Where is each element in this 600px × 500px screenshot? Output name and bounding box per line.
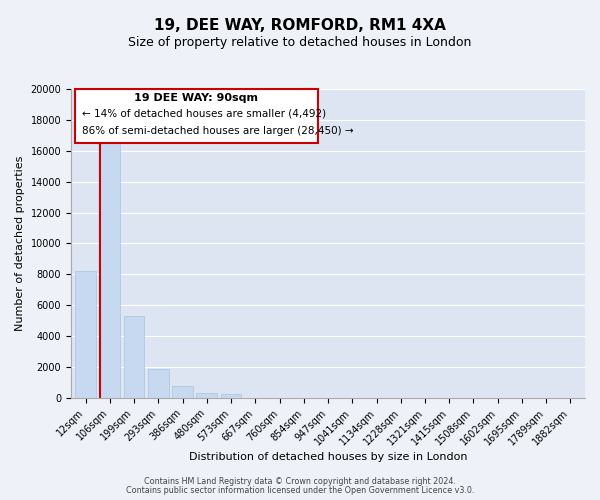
Bar	[148, 370, 169, 398]
Bar	[172, 386, 193, 398]
Text: 19 DEE WAY: 90sqm: 19 DEE WAY: 90sqm	[134, 94, 259, 104]
Bar	[221, 394, 241, 398]
Bar	[196, 394, 217, 398]
Text: 19, DEE WAY, ROMFORD, RM1 4XA: 19, DEE WAY, ROMFORD, RM1 4XA	[154, 18, 446, 32]
Text: ← 14% of detached houses are smaller (4,492): ← 14% of detached houses are smaller (4,…	[82, 108, 326, 118]
Text: Contains public sector information licensed under the Open Government Licence v3: Contains public sector information licen…	[126, 486, 474, 495]
Bar	[124, 316, 145, 398]
Y-axis label: Number of detached properties: Number of detached properties	[15, 156, 25, 331]
Text: 86% of semi-detached houses are larger (28,450) →: 86% of semi-detached houses are larger (…	[82, 126, 353, 136]
Bar	[100, 142, 120, 398]
X-axis label: Distribution of detached houses by size in London: Distribution of detached houses by size …	[189, 452, 467, 462]
Text: Size of property relative to detached houses in London: Size of property relative to detached ho…	[128, 36, 472, 49]
Bar	[75, 272, 96, 398]
Bar	[74, 89, 319, 143]
Text: Contains HM Land Registry data © Crown copyright and database right 2024.: Contains HM Land Registry data © Crown c…	[144, 477, 456, 486]
